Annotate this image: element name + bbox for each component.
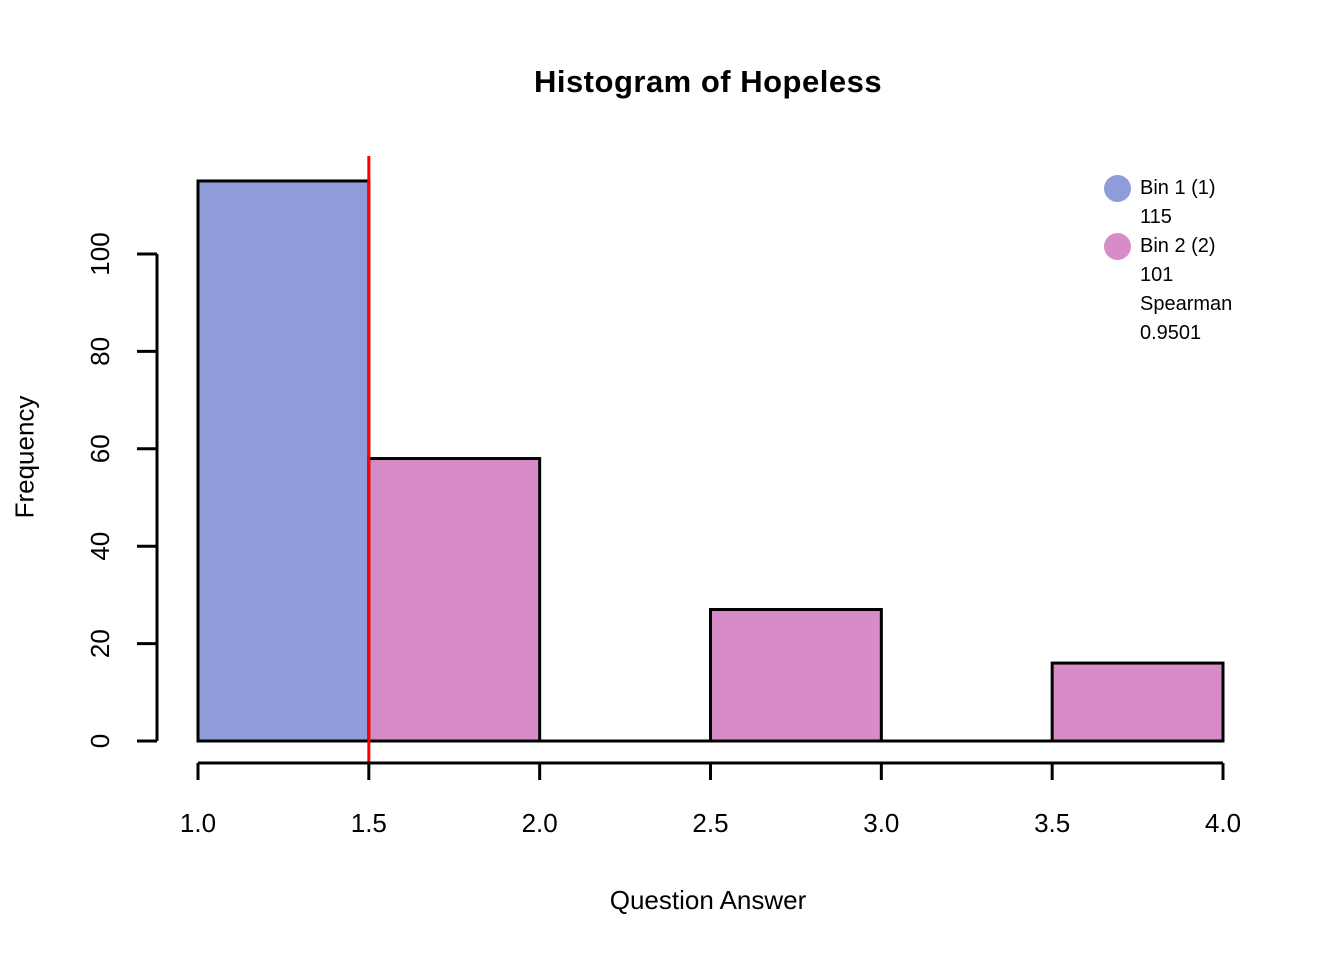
legend-text-line: 101 [1140,264,1174,286]
y-tick-label: 60 [85,434,115,463]
chart-title: Histogram of Hopeless [533,64,883,99]
histogram-bar [709,608,883,743]
legend-text-line: Bin 2 (2) [1140,235,1216,257]
x-tick-label: 2.0 [522,808,558,838]
legend-swatch-circle [1104,233,1131,260]
y-tick-label: 100 [85,232,115,275]
histogram-bar [1050,661,1225,743]
legend: Bin 1 (1) 115 Bin 2 (2) 101 Spearman 0.9501 [1104,174,1232,348]
x-tick-label: 4.0 [1205,808,1241,838]
legend-text-line: 0.9501 [1140,322,1202,344]
legend-text-line: Bin 1 (1) [1140,177,1216,199]
legend-entry: Bin 1 (1) 115 [1104,174,1232,232]
legend-text-line: Spearman [1140,293,1233,315]
histogram-bar [196,179,371,743]
x-axis-title: Question Answer [609,885,807,915]
x-tick-label: 1.0 [180,808,216,838]
x-tick-label: 1.5 [351,808,387,838]
y-tick-label: 40 [85,532,115,561]
x-tick-label: 3.0 [863,808,899,838]
legend-entry: Bin 2 (2) 101 Spearman 0.9501 [1104,232,1232,348]
y-tick-label: 80 [85,337,115,366]
legend-swatch-circle [1104,175,1131,202]
x-tick-label: 2.5 [692,808,728,838]
legend-text-line: 115 [1140,206,1172,228]
y-tick-label: 0 [85,734,115,748]
y-tick-label: 20 [85,629,115,658]
x-tick-label: 3.5 [1034,808,1070,838]
histogram-bar [367,457,542,743]
